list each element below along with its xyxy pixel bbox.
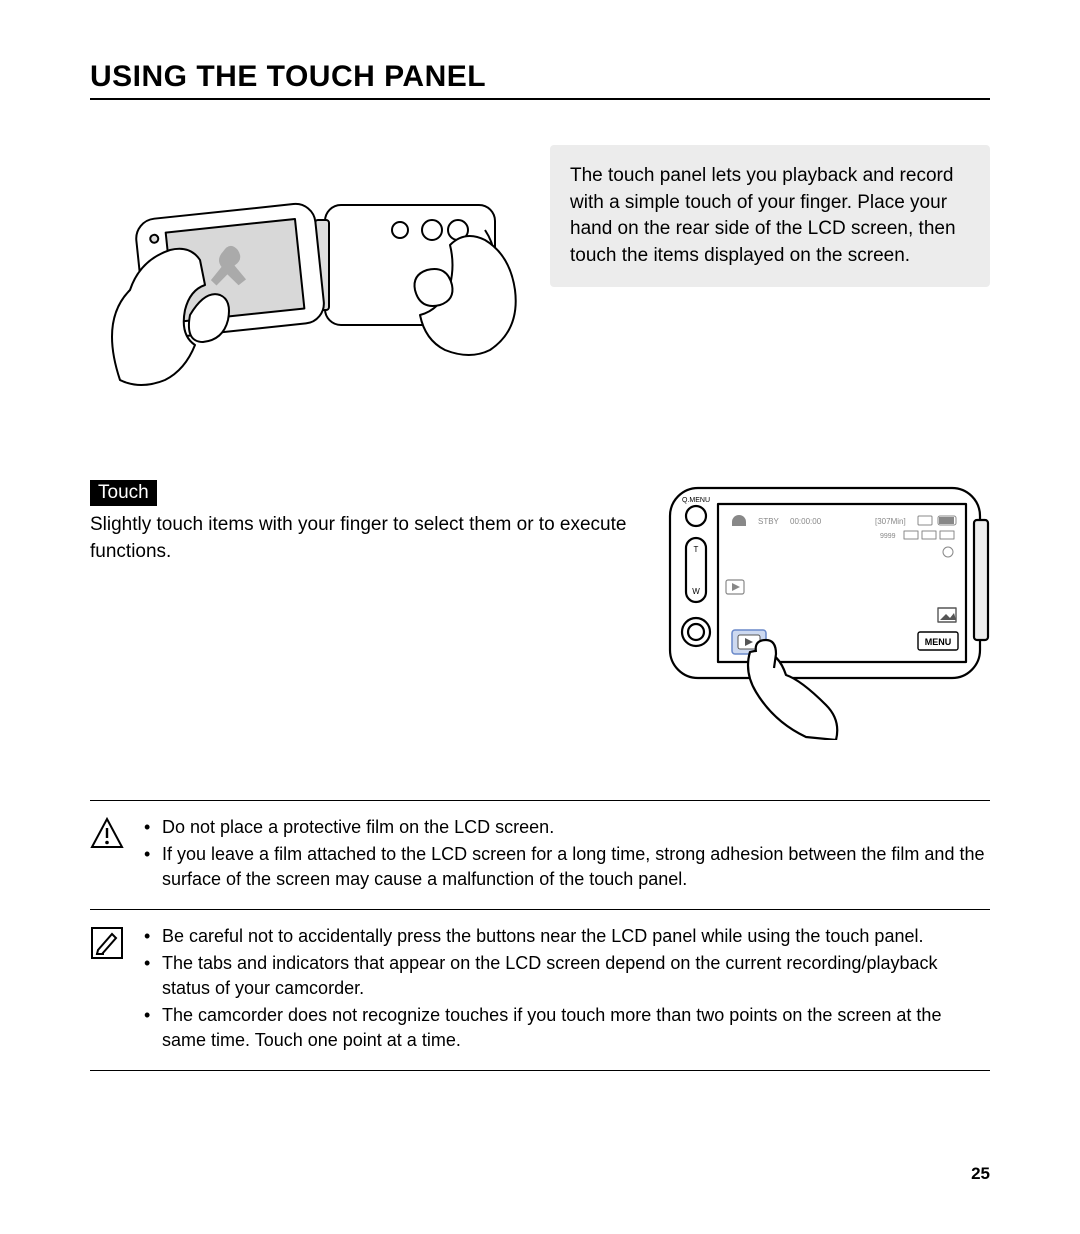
count-label: 9999 (880, 533, 896, 540)
page-number: 25 (971, 1164, 990, 1184)
qmenu-label: Q.MENU (682, 497, 710, 504)
caution-item: Do not place a protective film on the LC… (144, 815, 990, 840)
menu-label: MENU (925, 637, 952, 647)
zoom-w-label: W (692, 587, 700, 596)
time-label: 00:00:00 (790, 517, 822, 526)
note-item: The camcorder does not recognize touches… (144, 1003, 990, 1053)
caution-item: If you leave a film attached to the LCD … (144, 842, 990, 892)
row-intro: The touch panel lets you playback and re… (90, 150, 990, 420)
zoom-t-label: T (694, 545, 699, 554)
intro-text-box: The touch panel lets you playback and re… (550, 145, 990, 287)
touch-heading: Touch (90, 480, 157, 506)
note-item: Be careful not to accidentally press the… (144, 924, 990, 949)
note-list: Be careful not to accidentally press the… (144, 924, 990, 1056)
notes-section: Do not place a protective film on the LC… (90, 800, 990, 1071)
remain-label: [307Min] (875, 517, 906, 526)
note-icon (90, 926, 124, 960)
touch-description: Slightly touch items with your finger to… (90, 512, 630, 565)
page-title: USING THE TOUCH PANEL (90, 60, 990, 100)
caution-list: Do not place a protective film on the LC… (144, 815, 990, 895)
note-item: The tabs and indicators that appear on t… (144, 951, 990, 1001)
stby-label: STBY (758, 517, 780, 526)
illustration-hands-camcorder (90, 150, 520, 420)
illustration-lcd-closeup: Q.MENU T W STBY 00:00:00 [307Min] 9999 (660, 480, 990, 740)
row-touch: Touch Slightly touch items with your fin… (90, 480, 990, 740)
note-row: Be careful not to accidentally press the… (90, 909, 990, 1071)
warning-icon (90, 817, 124, 851)
intro-text: The touch panel lets you playback and re… (570, 165, 956, 266)
caution-row: Do not place a protective film on the LC… (90, 800, 990, 909)
